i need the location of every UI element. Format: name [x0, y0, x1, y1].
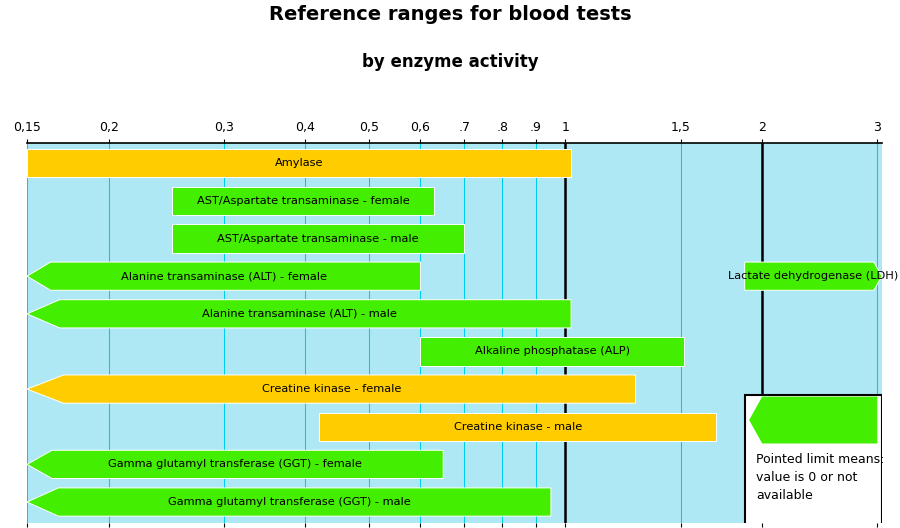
Polygon shape — [420, 337, 684, 365]
Text: Alkaline phosphatase (ALP): Alkaline phosphatase (ALP) — [475, 346, 630, 356]
Text: Gamma glutamyl transferase (GGT) - female: Gamma glutamyl transferase (GGT) - femal… — [108, 459, 362, 469]
Text: AST/Aspartate transaminase - female: AST/Aspartate transaminase - female — [197, 196, 410, 206]
Polygon shape — [27, 488, 551, 516]
Text: by enzyme activity: by enzyme activity — [362, 53, 538, 71]
Polygon shape — [27, 262, 420, 290]
Text: Creatine kinase - male: Creatine kinase - male — [454, 422, 581, 432]
Polygon shape — [749, 397, 878, 444]
Polygon shape — [27, 149, 572, 177]
Text: Lactate dehydrogenase (LDH): Lactate dehydrogenase (LDH) — [728, 271, 898, 281]
Polygon shape — [27, 375, 635, 403]
Text: Reference ranges for blood tests: Reference ranges for blood tests — [269, 5, 631, 24]
Text: Alanine transaminase (ALT) - male: Alanine transaminase (ALT) - male — [202, 309, 397, 319]
Polygon shape — [27, 450, 443, 478]
Text: Alanine transaminase (ALT) - female: Alanine transaminase (ALT) - female — [121, 271, 327, 281]
Polygon shape — [744, 262, 882, 290]
Polygon shape — [172, 224, 464, 253]
Text: Gamma glutamyl transferase (GGT) - male: Gamma glutamyl transferase (GGT) - male — [167, 497, 410, 507]
Text: Pointed limit means:
value is 0 or not
available: Pointed limit means: value is 0 or not a… — [757, 453, 885, 502]
Bar — [744, 395, 882, 528]
Text: Creatine kinase - female: Creatine kinase - female — [262, 384, 401, 394]
Polygon shape — [320, 412, 716, 441]
Polygon shape — [172, 187, 435, 215]
Text: Amylase: Amylase — [274, 158, 323, 168]
Text: AST/Aspartate transaminase - male: AST/Aspartate transaminase - male — [217, 233, 418, 243]
Polygon shape — [27, 300, 572, 328]
